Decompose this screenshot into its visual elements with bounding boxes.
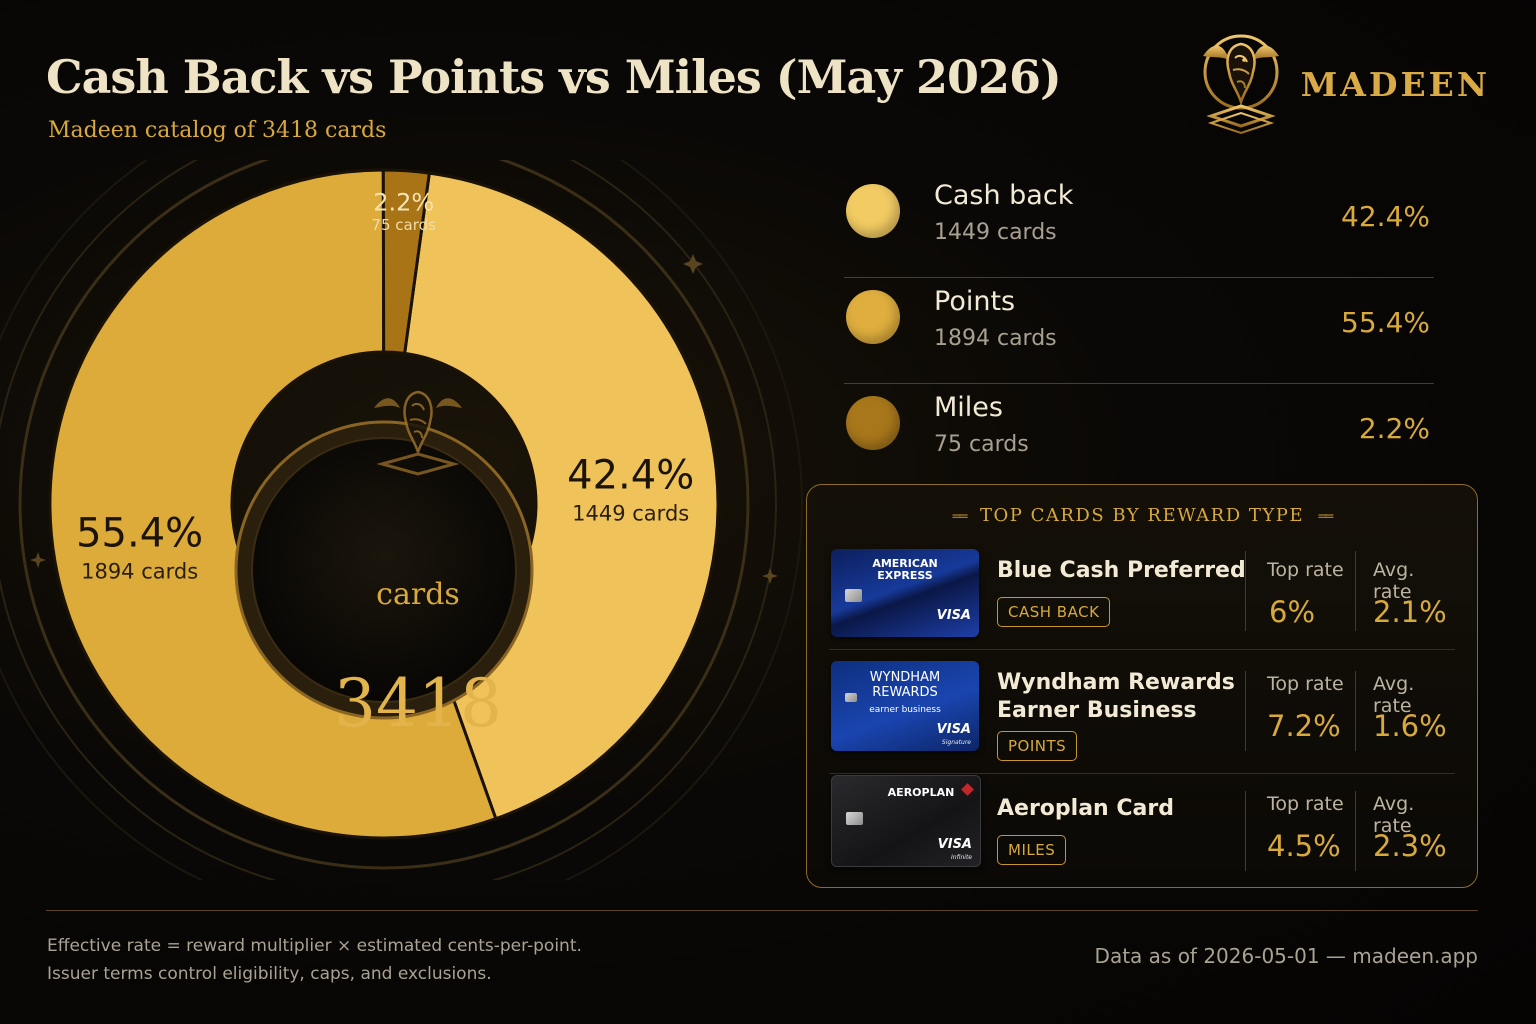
chip-icon <box>846 812 863 825</box>
reward-type-badge: MILES <box>997 835 1067 865</box>
card-name: Aeroplan Card <box>997 796 1174 821</box>
legend-swatch <box>846 184 900 238</box>
donut-chart: 3418 cards 42.4% 1449 cards 55.4% 1894 card… <box>0 160 803 880</box>
sparkle-icon <box>30 552 46 568</box>
panel-heading: ══ TOP CARDS BY REWARD TYPE ══ <box>807 505 1477 526</box>
pie-slice-miles <box>381 168 432 356</box>
top-rate-value: 6% <box>1269 595 1316 629</box>
legend-item-points: Points 1894 cards 55.4% <box>844 278 1434 384</box>
card-tier-text: Infinite <box>951 854 972 861</box>
sparkle-icon <box>683 254 703 274</box>
flourish-left-icon: ══ <box>952 509 968 525</box>
footer-source: Data as of 2026-05-01 — madeen.app <box>1094 944 1478 968</box>
card-brand-text: WYNDHAM <box>869 670 941 685</box>
legend-label: Points <box>934 286 1016 317</box>
legend-item-miles: Miles 75 cards 2.2% <box>844 384 1434 489</box>
slice-count-label-miles: 75 cards <box>371 216 436 234</box>
avg-rate-label: Avg. rate <box>1373 559 1415 603</box>
brand-name: MADEEN <box>1300 64 1490 104</box>
chip-icon <box>845 589 862 602</box>
footer-note: Effective rate = reward multiplier × est… <box>47 932 582 988</box>
divider <box>1355 791 1356 871</box>
top-rate-value: 7.2% <box>1267 709 1341 743</box>
footer-note-line2: Issuer terms control eligibility, caps, … <box>47 964 492 984</box>
top-rate-label: Top rate <box>1267 793 1344 815</box>
top-rate-label: Top rate <box>1267 559 1344 581</box>
sparkle-icon <box>762 568 778 584</box>
slice-percent-label-cash-back: 42.4% <box>567 453 694 499</box>
slice-count-label-cash-back: 1449 cards <box>572 502 689 526</box>
legend: Cash back 1449 cards 42.4% Points 1894 c… <box>844 172 1434 489</box>
legend-swatch <box>846 290 900 344</box>
legend-label: Miles <box>934 392 1003 423</box>
card-brand-text: EXPRESS <box>877 569 933 582</box>
legend-label: Cash back <box>934 180 1074 211</box>
card-brand-text: REWARDS <box>872 685 938 700</box>
footer-divider <box>46 910 1478 911</box>
legend-count: 1449 cards <box>934 220 1057 245</box>
griffin-logo-icon <box>1202 34 1279 135</box>
avg-rate-value: 2.3% <box>1373 829 1447 863</box>
slice-percent-label-miles: 2.2% <box>373 189 434 217</box>
amex-card-image: AMERICAN EXPRESS VISA <box>831 549 979 637</box>
slice-count-label-points: 1894 cards <box>81 559 198 583</box>
avg-rate-label: Avg. rate <box>1373 673 1415 717</box>
page-subtitle: Madeen catalog of 3418 cards <box>48 118 387 143</box>
divider <box>1245 551 1246 631</box>
top-cards-panel: ══ TOP CARDS BY REWARD TYPE ══ AMERICAN … <box>806 484 1478 888</box>
visa-logo: VISA <box>936 608 971 623</box>
legend-count: 1894 cards <box>934 326 1057 351</box>
legend-percent: 42.4% <box>1341 200 1430 233</box>
outer-ring-3 <box>0 160 803 880</box>
legend-item-cash-back: Cash back 1449 cards 42.4% <box>844 172 1434 278</box>
wyndham-card-image: WYNDHAM REWARDS earner business VISA Sig… <box>831 661 979 751</box>
visa-logo: VISA <box>936 722 971 737</box>
divider <box>1245 791 1246 871</box>
panel-heading-text: TOP CARDS BY REWARD TYPE <box>979 505 1305 526</box>
avg-rate-label: Avg. rate <box>1373 793 1415 837</box>
page-title: Cash Back vs Points vs Miles (May 2026) <box>46 50 1062 104</box>
card-name: Wyndham Rewards <box>997 670 1235 695</box>
avg-rate-value: 2.1% <box>1373 595 1447 629</box>
card-name-line2: Earner Business <box>997 698 1197 723</box>
divider <box>1245 671 1246 751</box>
reward-type-badge: POINTS <box>997 731 1078 761</box>
top-rate-value: 4.5% <box>1267 829 1341 863</box>
top-rate-label: Top rate <box>1267 673 1344 695</box>
outer-ring-2 <box>0 160 777 880</box>
divider <box>1355 671 1356 751</box>
card-brand-text: AEROPLAN <box>887 786 955 799</box>
card-tier-text: Signature <box>941 739 971 746</box>
footer-note-line1: Effective rate = reward multiplier × est… <box>47 936 582 956</box>
brand: MADEEN <box>1195 28 1490 140</box>
card-brand-text: AMERICAN <box>872 557 938 570</box>
legend-percent: 2.2% <box>1358 412 1430 445</box>
donut-hole <box>251 437 517 703</box>
reward-type-badge: CASH BACK <box>997 597 1111 627</box>
card-row-blue-cash-preferred[interactable]: AMERICAN EXPRESS VISA Blue Cash Preferre… <box>829 537 1455 650</box>
legend-count: 75 cards <box>934 432 1029 457</box>
legend-swatch <box>846 396 900 450</box>
card-brand-text: earner business <box>869 705 941 715</box>
card-row-aeroplan-card[interactable]: AEROPLAN VISA Infinite Aeroplan Card MIL… <box>829 773 1455 883</box>
center-total-value: 3418 <box>334 665 502 742</box>
card-name: Blue Cash Preferred <box>997 558 1246 583</box>
flourish-right-icon: ══ <box>1318 509 1333 525</box>
center-griffin-icon <box>374 390 462 476</box>
chip-icon <box>845 693 857 702</box>
slice-percent-label-points: 55.4% <box>76 510 203 556</box>
card-row-wyndham-rewards[interactable]: WYNDHAM REWARDS earner business VISA Sig… <box>829 651 1455 774</box>
visa-logo: VISA <box>937 837 972 852</box>
avg-rate-value: 1.6% <box>1373 709 1447 743</box>
outer-ring-1 <box>18 160 750 870</box>
legend-percent: 55.4% <box>1341 306 1430 339</box>
center-total-unit: cards <box>376 577 460 612</box>
aeroplan-card-image: AEROPLAN VISA Infinite <box>831 775 981 867</box>
divider <box>1355 551 1356 631</box>
